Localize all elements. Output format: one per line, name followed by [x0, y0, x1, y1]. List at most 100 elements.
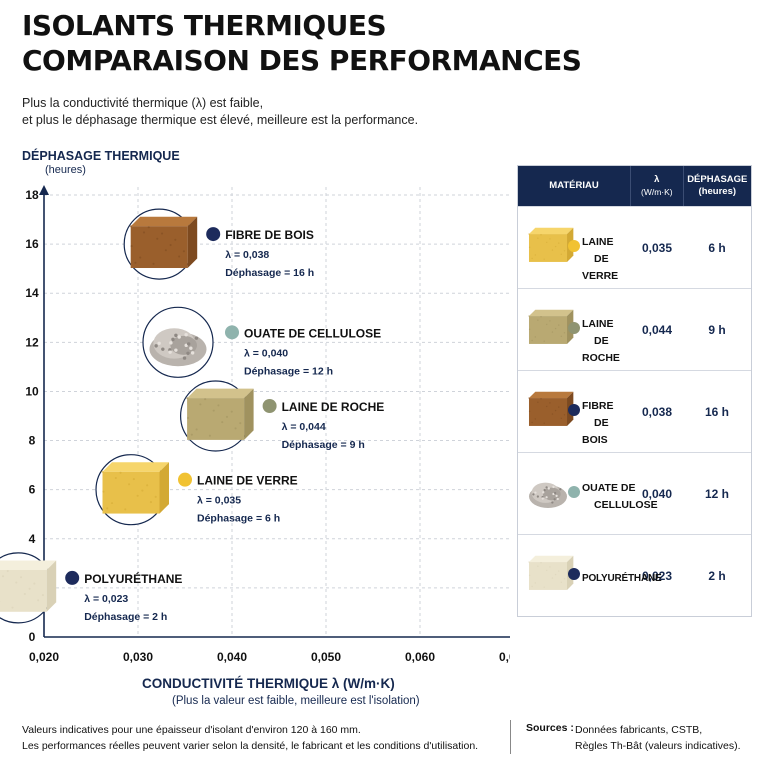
- point-marker: [225, 325, 239, 340]
- table-row: LAINE DE VERRE 0,035 6 h: [518, 206, 751, 288]
- data-point: LAINE DE VERRE λ = 0,035 Déphasage = 6 h: [95, 454, 298, 526]
- material-marker: [568, 322, 580, 334]
- lambda-cell: 0,023: [641, 568, 673, 583]
- point-lambda-label: λ = 0,035: [197, 495, 241, 507]
- header-dephasage: DÉPHASAGE (heures): [682, 166, 751, 206]
- y-tick-label: 4: [29, 532, 36, 546]
- point-marker: [262, 399, 277, 413]
- x-axis-note: (Plus la valeur est faible, meilleure es…: [172, 695, 420, 707]
- x-tick-label: 0,020: [29, 650, 59, 664]
- footer-divider: [510, 720, 511, 754]
- lambda-cell: 0,038: [641, 404, 673, 419]
- material-marker: [568, 240, 580, 252]
- x-tick-label: 0,050: [311, 650, 341, 664]
- material-cell: POLYURÉTHANE: [518, 535, 662, 616]
- y-tick-label: 10: [25, 384, 39, 398]
- data-point: OUATE DE CELLULOSE λ = 0,040 Déphasage = 1…: [142, 306, 381, 378]
- lambda-cell: 0,040: [641, 486, 673, 501]
- point-name-label: OUATE DE CELLULOSE: [244, 326, 381, 340]
- material-name: FIBRE DE BOIS: [582, 400, 614, 446]
- table-body: LAINE DE VERRE 0,035 6 h LAINE DE ROCHE 0,044 9…: [518, 206, 751, 616]
- cellulose-pile-icon: [528, 482, 568, 508]
- page-title: ISOLANTS THERMIQUES COMPARAISON DES PERF…: [22, 8, 582, 78]
- scatter-chart: 0246810121416180,0200,0300,0400,0500,060…: [0, 185, 510, 664]
- title-line-2: COMPARAISON DES PERFORMANCES: [22, 44, 582, 77]
- glass-wool-block-icon: [101, 462, 169, 514]
- point-name-label: LAINE DE VERRE: [197, 474, 298, 488]
- title-line-1: ISOLANTS THERMIQUES: [22, 9, 387, 42]
- material-marker: [568, 568, 580, 580]
- y-tick-label: 8: [29, 434, 36, 448]
- sources-line-2: Règles Th-Bât (valeurs indicatives).: [575, 740, 741, 752]
- x-axis-title: CONDUCTIVITÉ THERMIQUE λ (W/m·K): [142, 676, 395, 691]
- point-marker: [206, 227, 221, 242]
- table-row: POLYURÉTHANE 0,023 2 h: [518, 534, 751, 616]
- material-name: OUATE DE CELLULOSE: [582, 482, 658, 511]
- dephasage-cell: 16 h: [704, 404, 729, 419]
- dephasage-cell: 12 h: [704, 486, 729, 501]
- sources-line-1: Données fabricants, CSTB,: [575, 724, 703, 736]
- footer-note: Valeurs indicatives pour une épaisseur d…: [22, 722, 478, 754]
- point-marker: [65, 570, 80, 585]
- point-name-label: FIBRE DE BOIS: [225, 228, 314, 242]
- footer-note-line-1: Valeurs indicatives pour une épaisseur d…: [22, 724, 361, 736]
- table-header: MATÉRIAU λ (W/m·K) DÉPHASAGE (heures): [518, 166, 751, 206]
- point-lambda-label: λ = 0,038: [225, 249, 269, 261]
- point-dephasage-label: Déphasage = 9 h: [282, 439, 365, 451]
- y-tick-label: 0: [29, 630, 36, 644]
- rock-wool-block-icon: [528, 309, 574, 344]
- material-cell: FIBRE DE BOIS: [518, 371, 631, 452]
- point-dephasage-label: Déphasage = 16 h: [225, 267, 314, 279]
- y-tick-label: 16: [25, 237, 39, 251]
- point-name-label: POLYURÉTHANE: [84, 571, 182, 586]
- point-lambda-label: λ = 0,023: [84, 593, 128, 605]
- subtitle: Plus la conductivité thermique (λ) est f…: [22, 95, 418, 129]
- cellulose-pile-icon: [149, 328, 207, 367]
- header-material: MATÉRIAU: [549, 180, 599, 191]
- header-lambda: λ (W/m·K): [630, 166, 683, 206]
- x-tick-label: 0,040: [217, 650, 247, 664]
- polyurethane-block-icon: [0, 560, 57, 612]
- material-cell: LAINE DE VERRE: [518, 207, 631, 288]
- y-axis-title: DÉPHASAGE THERMIQUE: [22, 149, 180, 163]
- point-dephasage-label: Déphasage = 2 h: [84, 611, 167, 623]
- subtitle-line-1: Plus la conductivité thermique (λ) est f…: [22, 96, 264, 110]
- material-marker: [568, 486, 580, 498]
- lambda-cell: 0,035: [641, 240, 673, 255]
- point-dephasage-label: Déphasage = 12 h: [244, 365, 333, 377]
- y-axis-unit: (heures): [45, 164, 86, 176]
- table-row: LAINE DE ROCHE 0,044 9 h: [518, 288, 751, 370]
- glass-wool-block-icon: [528, 227, 574, 262]
- x-tick-label: 0,030: [123, 650, 153, 664]
- y-tick-label: 12: [25, 335, 39, 349]
- rock-wool-block-icon: [186, 388, 254, 440]
- x-tick-label: 0,060: [405, 650, 435, 664]
- wood-fiber-block-icon: [528, 391, 574, 426]
- point-marker: [178, 472, 192, 487]
- y-tick-label: 14: [25, 286, 39, 300]
- point-lambda-label: λ = 0,040: [244, 347, 288, 359]
- table-row: FIBRE DE BOIS 0,038 16 h: [518, 370, 751, 452]
- point-dephasage-label: Déphasage = 6 h: [197, 513, 280, 525]
- data-point: LAINE DE ROCHE λ = 0,044 Déphasage = 9 h: [180, 380, 385, 452]
- data-point: FIBRE DE BOIS λ = 0,038 Déphasage = 16 h: [123, 208, 314, 280]
- data-point: POLYURÉTHANE λ = 0,023 Déphasage = 2 h: [0, 552, 182, 624]
- point-lambda-label: λ = 0,044: [282, 421, 326, 433]
- sources-label: Sources :: [526, 722, 574, 734]
- material-name: LAINE DE VERRE: [582, 236, 619, 282]
- material-name: POLYURÉTHANE: [582, 573, 662, 584]
- x-tick-label: 0,070: [499, 650, 510, 664]
- material-cell: OUATE DE CELLULOSE: [518, 453, 658, 534]
- lambda-cell: 0,044: [641, 322, 673, 337]
- dephasage-cell: 6 h: [708, 240, 726, 255]
- material-name: LAINE DE ROCHE: [582, 318, 620, 364]
- dephasage-cell: 2 h: [708, 568, 726, 583]
- polyurethane-block-icon: [528, 555, 574, 590]
- y-axis-arrow: [39, 185, 49, 195]
- table-row: OUATE DE CELLULOSE 0,040 12 h: [518, 452, 751, 534]
- dephasage-cell: 9 h: [708, 322, 726, 337]
- y-tick-label: 18: [25, 188, 39, 202]
- point-name-label: LAINE DE ROCHE: [282, 400, 385, 414]
- material-cell: LAINE DE ROCHE: [518, 289, 631, 370]
- sources-text: Données fabricants, CSTB, Règles Th-Bât …: [575, 722, 741, 754]
